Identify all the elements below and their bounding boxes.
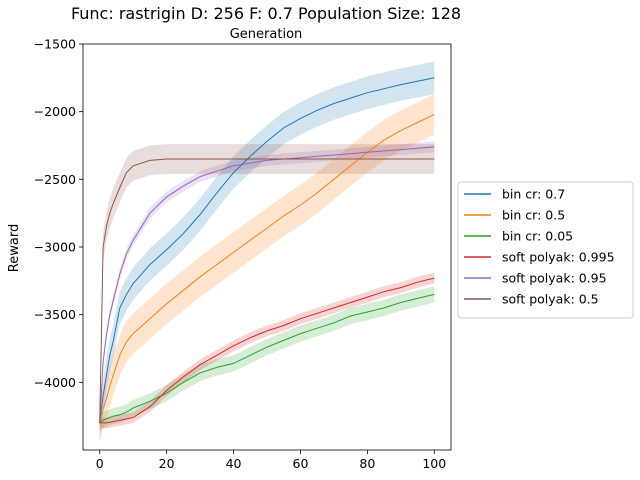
y-tick-label: −3500 xyxy=(34,307,76,322)
legend-label-3: soft polyak: 0.995 xyxy=(502,250,615,265)
series-band-4 xyxy=(99,141,435,429)
x-tick-label: 20 xyxy=(159,456,175,471)
legend-label-5: soft polyak: 0.5 xyxy=(502,292,599,307)
y-axis-label: Reward xyxy=(7,224,22,272)
series-line-1 xyxy=(99,113,435,424)
y-tick-label: −2000 xyxy=(34,104,76,119)
x-tick-label: 60 xyxy=(293,456,309,471)
chart-subtitle: Generation xyxy=(230,27,303,42)
x-tick-label: 0 xyxy=(96,456,104,471)
y-tick-label: −4000 xyxy=(34,375,76,390)
legend-label-4: soft polyak: 0.95 xyxy=(502,271,607,286)
legend-label-0: bin cr: 0.7 xyxy=(502,187,565,202)
series-band-3 xyxy=(99,272,435,429)
x-tick-label: 80 xyxy=(359,456,375,471)
legend: bin cr: 0.7 bin cr: 0.5 bin cr: 0.05 soft p… xyxy=(457,181,634,319)
series-line-0 xyxy=(99,77,435,423)
x-tick-label: 40 xyxy=(226,456,242,471)
series-band-0 xyxy=(99,61,435,440)
plot-area: 0 20 40 60 80 100 −4000 −3500 −3000 −2500 −2000 −15… xyxy=(34,37,452,471)
chart-title: Func: rastrigin D: 256 F: 0.7 Population… xyxy=(71,4,461,23)
legend-label-1: bin cr: 0.5 xyxy=(502,208,565,223)
y-tick-label: −1500 xyxy=(34,37,76,52)
series-line-2 xyxy=(99,293,435,424)
y-tick-label: −2500 xyxy=(34,172,76,187)
legend-box xyxy=(457,181,634,319)
x-tick-label: 100 xyxy=(422,456,446,471)
series-band-5 xyxy=(99,144,435,438)
series-group xyxy=(99,61,435,444)
series-band-1 xyxy=(99,94,435,444)
series-line-5 xyxy=(99,158,435,423)
legend-label-2: bin cr: 0.05 xyxy=(502,229,573,244)
series-line-3 xyxy=(99,277,435,424)
series-line-4 xyxy=(99,146,435,423)
series-band-2 xyxy=(99,286,435,432)
y-tick-label: −3000 xyxy=(34,240,76,255)
